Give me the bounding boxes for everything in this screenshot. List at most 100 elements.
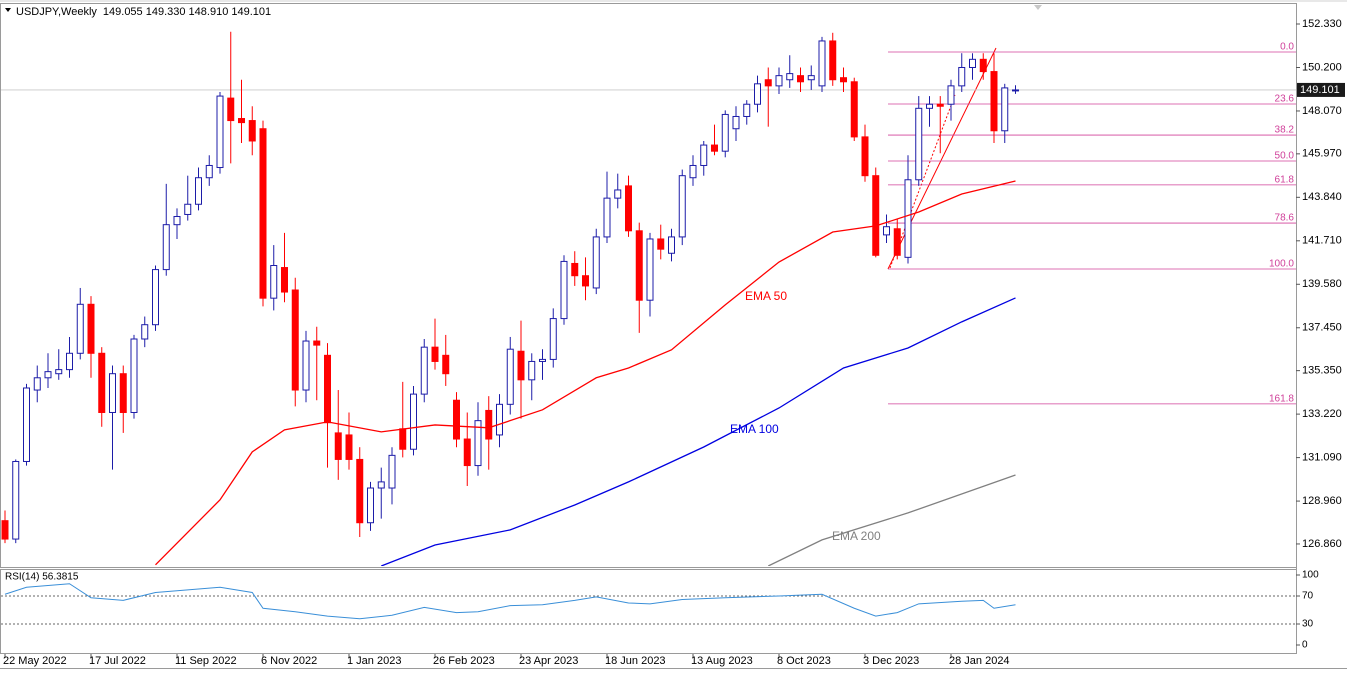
y-tick-label: 143.840 (1302, 191, 1342, 203)
candle-body (990, 71, 998, 132)
candle-body (764, 79, 772, 87)
y-tick-label: 131.090 (1302, 452, 1342, 464)
candle-body (668, 236, 675, 254)
candle-body (635, 230, 643, 301)
rsi-tick-label: 0 (1302, 640, 1308, 651)
candle-body (173, 216, 181, 226)
candle-body (76, 303, 84, 354)
candle-body (98, 352, 106, 413)
candle-body (678, 175, 686, 238)
y-tick-label: 126.860 (1302, 538, 1342, 550)
candle-body (496, 403, 503, 436)
candle-body (270, 265, 278, 299)
candle-body (775, 75, 783, 87)
candle-body (603, 197, 611, 238)
candle-body (162, 224, 170, 271)
candle-body (334, 432, 342, 460)
fib-label: 78.6 (1275, 213, 1295, 224)
candle-body (947, 85, 955, 105)
candle-body (442, 354, 450, 375)
candle-body (797, 75, 804, 83)
candle-body (281, 267, 288, 293)
candle-body (732, 115, 740, 130)
candle-body (474, 420, 482, 467)
candle-body (936, 103, 944, 107)
candle-body (528, 360, 536, 381)
x-tick-label: 11 Sep 2022 (175, 655, 237, 667)
x-tick-label: 8 Oct 2023 (777, 655, 831, 667)
y-tick-label: 150.200 (1302, 61, 1342, 73)
candle-body (872, 175, 880, 256)
candle-body (152, 269, 159, 326)
fib-label: 38.2 (1275, 125, 1295, 136)
candle-body (861, 136, 869, 177)
candle-body (840, 77, 847, 83)
candle-body (33, 377, 41, 391)
candle-body (227, 97, 235, 122)
y-tick-label: 139.580 (1302, 278, 1342, 290)
ema-label: EMA 50 (745, 289, 787, 303)
candle-body (689, 164, 697, 179)
candle-body (66, 352, 73, 371)
y-tick-label: 135.350 (1302, 365, 1342, 377)
rsi-title: RSI(14) 56.3815 (5, 572, 79, 583)
candle-body (388, 454, 396, 489)
candle-body (721, 113, 729, 152)
candle-body (1001, 87, 1009, 132)
candle-body (700, 144, 708, 166)
candle-body (463, 438, 471, 467)
candle-body (818, 40, 826, 87)
candle-body (55, 369, 63, 375)
y-tick-label: 152.330 (1302, 18, 1342, 30)
x-tick-label: 1 Jan 2023 (347, 655, 401, 667)
candle-body (377, 481, 385, 489)
candle-body (517, 350, 525, 381)
fib-label: 50.0 (1275, 151, 1295, 162)
candle-body (539, 358, 546, 362)
candle-body (571, 262, 579, 277)
candle-body (205, 164, 213, 179)
candle-body (119, 373, 127, 413)
fib-label: 0.0 (1280, 42, 1294, 53)
candle-body (216, 95, 224, 169)
candle-body (44, 371, 52, 379)
candle-body (324, 354, 331, 424)
y-tick-label: 141.710 (1302, 235, 1342, 247)
fib-label: 61.8 (1275, 175, 1295, 186)
candle-body (969, 58, 976, 68)
candle-body (904, 179, 912, 258)
x-tick-label: 26 Feb 2023 (433, 655, 495, 667)
candle-body (141, 324, 149, 340)
candle-body (313, 340, 321, 346)
shift-marker (1034, 5, 1042, 10)
candle-body (754, 83, 761, 105)
candle-body (238, 118, 245, 124)
candle-body (291, 289, 299, 391)
x-tick-label: 6 Nov 2022 (261, 655, 317, 667)
y-tick-label: 128.960 (1302, 495, 1342, 507)
candle-body (130, 338, 138, 413)
ema-line (381, 297, 1016, 566)
y-tick-label: 148.070 (1302, 105, 1342, 117)
candle-body (743, 103, 751, 117)
candle-body (485, 409, 493, 440)
ema-label: EMA 200 (832, 529, 881, 543)
candle-body (399, 428, 407, 450)
chart-title: USDJPY,Weekly 149.055 149.330 148.910 149… (16, 6, 271, 18)
ohlc-values: 149.055 149.330 148.910 149.101 (103, 6, 271, 18)
candle-body (1012, 89, 1019, 92)
candle-body (979, 58, 987, 73)
candle-body (367, 487, 374, 524)
candle-body (453, 399, 460, 440)
candle-body (582, 275, 589, 287)
candle-body (560, 260, 568, 320)
candle-body (87, 303, 95, 354)
rsi-tick-label: 30 (1302, 619, 1314, 630)
candle-body (549, 318, 557, 360)
price-box (1297, 82, 1345, 97)
x-tick-label: 18 Jun 2023 (605, 655, 666, 667)
fib-label: 100.0 (1269, 259, 1294, 270)
x-tick-label: 23 Apr 2023 (519, 655, 578, 667)
y-tick-label: 133.220 (1302, 408, 1342, 420)
